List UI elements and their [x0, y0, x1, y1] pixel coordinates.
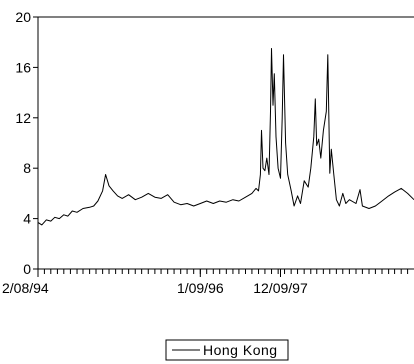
x-tick-label: 12/09/97 [253, 280, 308, 296]
y-tick-label: 8 [23, 160, 31, 176]
plot-frame [37, 16, 414, 270]
series-layer [37, 48, 414, 226]
y-axis: 0 4 8 12 16 20 [15, 9, 38, 277]
legend: Hong Kong [165, 339, 289, 361]
x-tick-label: 2/08/94 [2, 280, 49, 296]
x-axis: 2/08/94 1/09/96 12/09/97 [2, 269, 409, 296]
y-tick-label: 0 [23, 261, 31, 277]
y-tick-label: 12 [15, 110, 31, 126]
y-tick-label: 16 [15, 59, 31, 75]
x-tick-label: 1/09/96 [177, 280, 224, 296]
legend-label: Hong Kong [203, 342, 278, 358]
y-tick-label: 20 [15, 9, 31, 25]
y-tick-label: 4 [23, 211, 31, 227]
legend-box [165, 339, 289, 361]
series-line-hong-kong [37, 48, 414, 226]
